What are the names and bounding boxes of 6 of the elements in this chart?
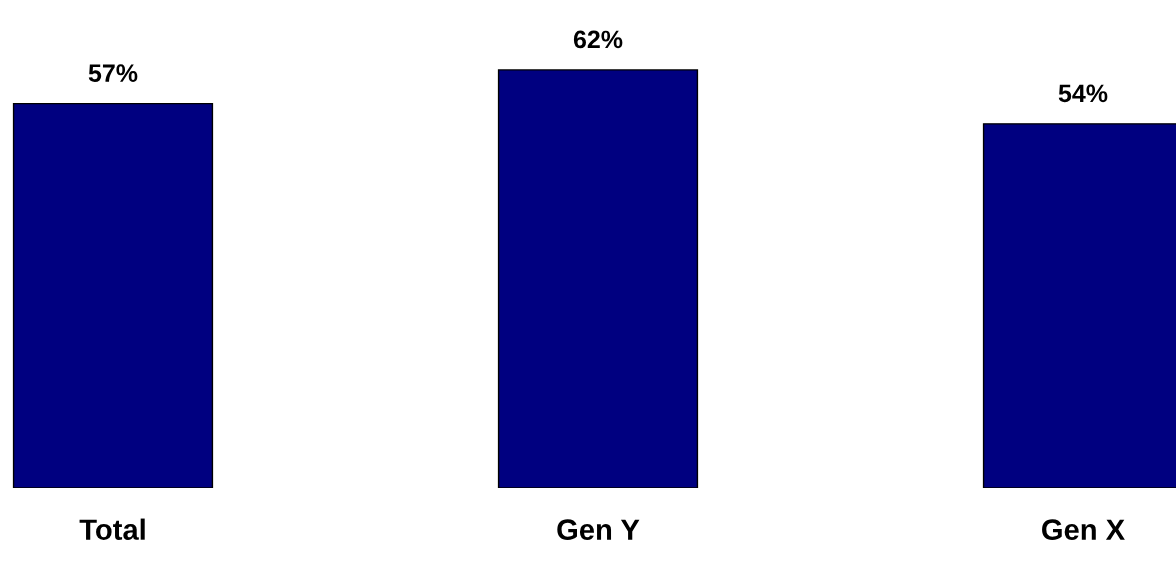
x-tick-label: Gen X <box>1042 519 1125 540</box>
x-tick-label: Total <box>79 518 145 540</box>
data-label: 54% <box>1058 84 1108 103</box>
data-label: 57% <box>88 64 138 83</box>
x-tick-label: Gen Y <box>557 519 640 540</box>
data-label: 62% <box>573 30 623 49</box>
